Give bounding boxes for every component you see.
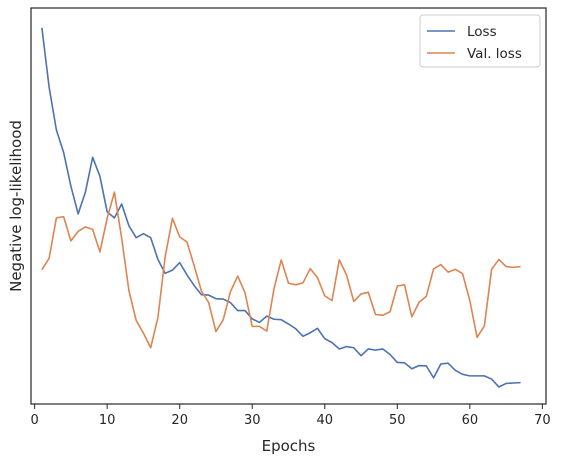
x-axis-ticks: 0 10 20 30 40 50 60 70 [30,404,551,428]
x-tick-label: 0 [30,413,38,428]
x-tick-label: 70 [534,413,551,428]
series-line-loss [41,27,521,388]
series-layer [41,27,521,388]
x-tick-label: 40 [316,413,333,428]
legend-label-loss: Loss [467,24,497,40]
x-tick-label: 60 [462,413,479,428]
x-axis-label: Epochs [262,437,316,455]
series-line-val-loss [41,191,521,349]
legend-box [419,14,541,68]
x-tick-label: 50 [389,413,406,428]
legend-label-val-loss: Val. loss [467,46,522,62]
plot-frame [30,7,547,405]
x-tick-label: 10 [99,413,116,428]
y-axis-label: Negative log-likelihood [7,120,25,292]
legend: Loss Val. loss [419,14,541,68]
x-tick-label: 20 [171,413,188,428]
x-tick-label: 30 [244,413,261,428]
